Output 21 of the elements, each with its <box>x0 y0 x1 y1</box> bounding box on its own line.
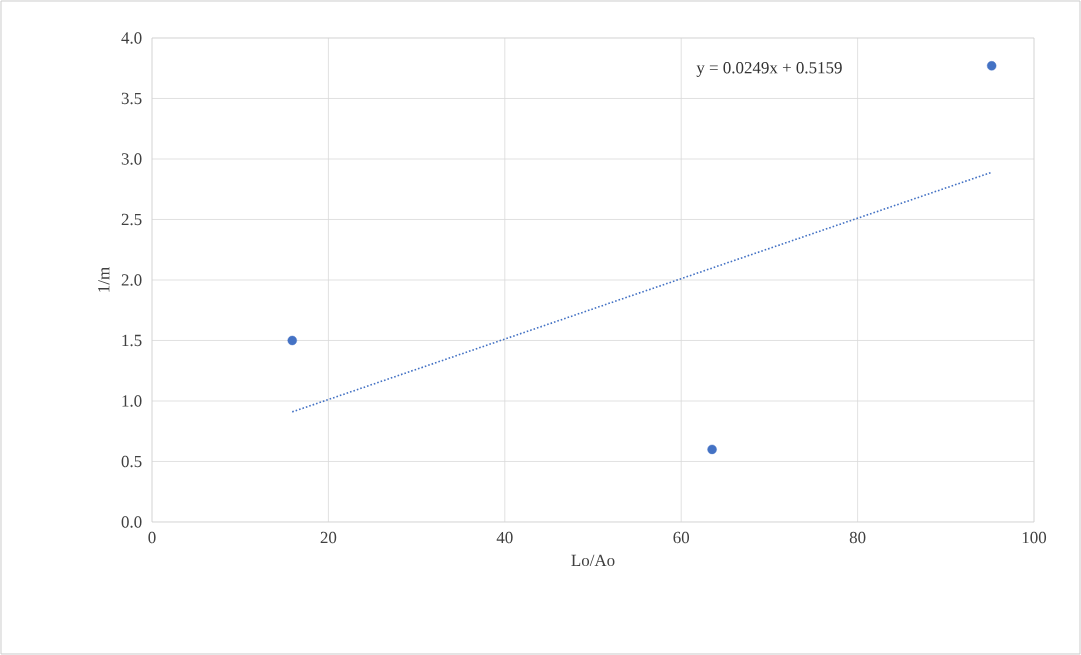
x-axis-title: Lo/Ao <box>571 554 615 567</box>
x-tick-label: 40 <box>496 531 513 544</box>
x-tick-label: 60 <box>673 531 690 544</box>
y-tick-label: 0.0 <box>121 516 142 528</box>
point <box>287 335 297 346</box>
x-tick-label: 0 <box>148 531 156 544</box>
y-tick-label: 4.0 <box>121 32 142 44</box>
y-tick-label: 0.5 <box>121 455 142 468</box>
y-tick-label: 1.0 <box>122 395 142 407</box>
point <box>707 444 717 455</box>
y-tick-label: 3.5 <box>121 92 142 105</box>
x-tick-label: 100 <box>1022 531 1047 544</box>
y-tick-label: 1.5 <box>122 334 142 347</box>
y-tick-label: 2.0 <box>121 274 142 286</box>
x-tick-label: 80 <box>849 531 866 544</box>
annotation: y = 0.0249x + 0.5159 <box>696 61 842 77</box>
point <box>986 61 997 71</box>
y-tick-label: 3.0 <box>121 153 142 165</box>
y-tick-label: 2.5 <box>121 213 142 226</box>
x-tick-label: 20 <box>320 531 337 544</box>
y-axis-title: 1/m <box>98 267 110 292</box>
